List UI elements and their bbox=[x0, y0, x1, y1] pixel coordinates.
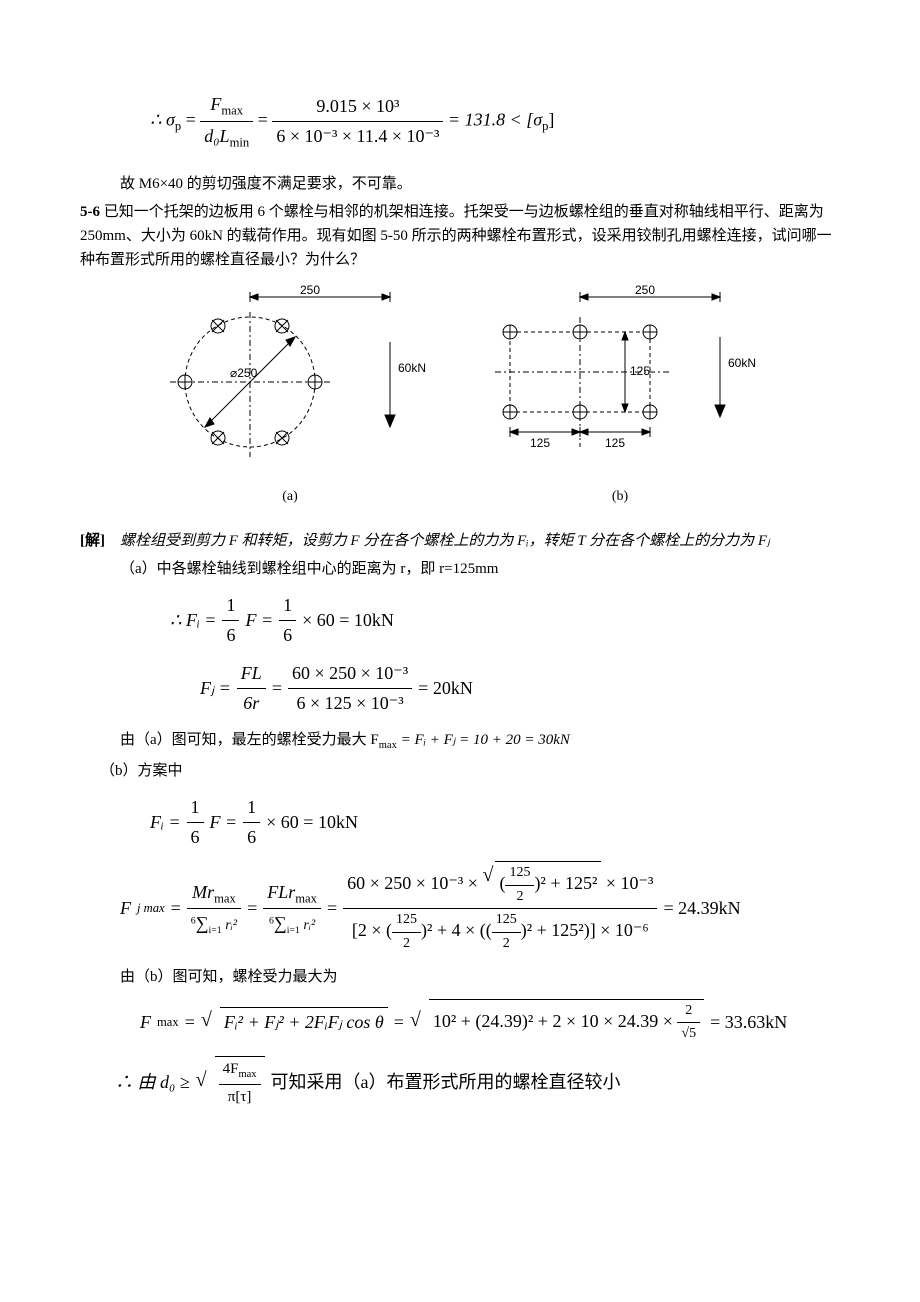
svg-text:250: 250 bbox=[300, 283, 320, 297]
eq1-lhs: ∴ σ bbox=[150, 109, 175, 129]
svg-text:60kN: 60kN bbox=[398, 361, 426, 375]
problem-number: 5-6 bbox=[80, 204, 100, 220]
problem-statement: 5-6 已知一个托架的边板用 6 个螺栓与相邻的机架相连接。托架受一与边板螺栓组… bbox=[80, 200, 840, 272]
figures-row: 250 ⌀250 bbox=[80, 282, 840, 508]
svg-text:125: 125 bbox=[605, 436, 625, 450]
svg-text:60kN: 60kN bbox=[728, 356, 756, 370]
eq-fj-a: Fⱼ = FL6r = 60 × 250 × 10⁻³6 × 125 × 10⁻… bbox=[200, 659, 840, 718]
eq-fjmax: Fj max = Mrmax 6∑i=1 rᵢ² = FLrmax 6∑i=1 … bbox=[120, 861, 840, 955]
part-b-conclusion-line: 由（b）图可知，螺栓受力最大为 bbox=[120, 965, 840, 989]
eq-fmax: Fmax = √Fᵢ² + Fⱼ² + 2FᵢFⱼ cos θ = √10² +… bbox=[140, 999, 840, 1046]
figure-b-label: (b) bbox=[470, 486, 770, 508]
figure-a-svg: 250 ⌀250 bbox=[150, 282, 430, 482]
final-conclusion: ∴ 由 d₀ ≥ √4Fmaxπ[τ] 可知采用（a）布置形式所用的螺栓直径较小 bbox=[115, 1056, 840, 1109]
conclusion-1: 故 M6×40 的剪切强度不满足要求，不可靠。 bbox=[120, 172, 840, 196]
part-a-line1: （a）中各螺栓轴线到螺栓组中心的距离为 r，即 r=125mm bbox=[120, 557, 840, 581]
part-a-conclusion: 由（a）图可知，最左的螺栓受力最大 Fmax = Fᵢ + Fⱼ = 10 + … bbox=[120, 728, 840, 755]
part-b-heading: （b）方案中 bbox=[100, 759, 840, 783]
figure-a: 250 ⌀250 bbox=[150, 282, 430, 508]
eq-fi-a: ∴ Fᵢ = 16 F = 16 × 60 = 10kN bbox=[170, 591, 840, 650]
svg-text:⌀250: ⌀250 bbox=[230, 366, 258, 380]
figure-a-label: (a) bbox=[150, 486, 430, 508]
figure-b-svg: 250 125 bbox=[470, 282, 770, 482]
solution-heading: [解] 螺栓组受到剪力 F 和转矩，设剪力 F 分在各个螺栓上的力为 Fᵢ，转矩… bbox=[80, 529, 840, 553]
eq-fi-b: Fᵢ = 16 F = 16 × 60 = 10kN bbox=[150, 793, 840, 852]
figure-b: 250 125 bbox=[470, 282, 770, 508]
equation-sigma-p: ∴ σp = Fmax d₀Lmin = 9.015 × 10³ 6 × 10⁻… bbox=[150, 90, 840, 152]
svg-text:125: 125 bbox=[630, 364, 650, 378]
svg-text:250: 250 bbox=[635, 283, 655, 297]
svg-text:125: 125 bbox=[530, 436, 550, 450]
